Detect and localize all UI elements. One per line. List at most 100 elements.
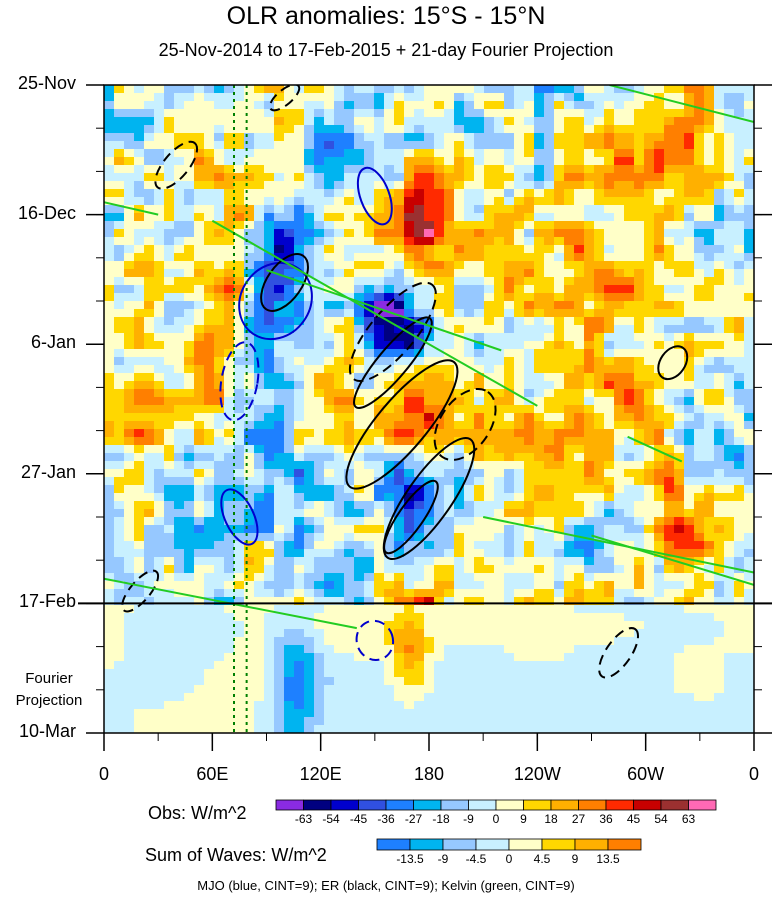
heatmap-cell bbox=[374, 477, 385, 486]
heatmap-cell bbox=[354, 157, 365, 166]
heatmap-cell bbox=[704, 485, 715, 494]
heatmap-cell bbox=[564, 373, 575, 382]
heatmap-cell bbox=[654, 165, 665, 174]
heatmap-cell bbox=[644, 613, 655, 622]
heatmap-cell bbox=[514, 485, 525, 494]
heatmap-cell bbox=[444, 309, 455, 318]
heatmap-cell bbox=[684, 349, 695, 358]
heatmap-cell bbox=[584, 621, 595, 630]
heatmap-cell bbox=[384, 365, 395, 374]
heatmap-cell bbox=[144, 605, 155, 614]
heatmap-cell bbox=[334, 101, 345, 110]
heatmap-cell bbox=[464, 405, 475, 414]
heatmap-cell bbox=[614, 365, 625, 374]
heatmap-cell bbox=[664, 477, 675, 486]
heatmap-cell bbox=[634, 205, 645, 214]
heatmap-cell bbox=[124, 229, 135, 238]
heatmap-cell bbox=[464, 325, 475, 334]
heatmap-cell bbox=[404, 461, 415, 470]
heatmap-cell bbox=[404, 685, 415, 694]
heatmap-cell bbox=[604, 541, 615, 550]
heatmap-cell bbox=[144, 325, 155, 334]
heatmap-cell bbox=[284, 189, 295, 198]
heatmap-cell bbox=[534, 293, 545, 302]
heatmap-cell bbox=[604, 341, 615, 350]
heatmap-cell bbox=[234, 181, 245, 190]
heatmap-cell bbox=[344, 429, 355, 438]
heatmap-cell bbox=[104, 477, 115, 486]
heatmap-cell bbox=[304, 589, 315, 598]
heatmap-cell bbox=[454, 629, 465, 638]
heatmap-cell bbox=[644, 141, 655, 150]
heatmap-cell bbox=[394, 685, 405, 694]
heatmap-cell bbox=[314, 565, 325, 574]
heatmap-cell bbox=[314, 693, 325, 702]
heatmap-cell bbox=[334, 85, 345, 94]
heatmap-cell bbox=[634, 341, 645, 350]
heatmap-cell bbox=[644, 341, 655, 350]
heatmap-cell bbox=[374, 253, 385, 262]
heatmap-cell bbox=[644, 93, 655, 102]
heatmap-cell bbox=[664, 645, 675, 654]
heatmap-cell bbox=[574, 205, 585, 214]
heatmap-cell bbox=[194, 221, 205, 230]
heatmap-cell bbox=[484, 253, 495, 262]
heatmap-cell bbox=[314, 605, 325, 614]
heatmap-cell bbox=[584, 405, 595, 414]
heatmap-cell bbox=[724, 653, 735, 662]
heatmap-cell bbox=[144, 309, 155, 318]
heatmap-cell bbox=[304, 341, 315, 350]
heatmap-cell bbox=[134, 277, 145, 286]
heatmap-cell bbox=[734, 301, 745, 310]
heatmap-cell bbox=[294, 301, 305, 310]
heatmap-cell bbox=[104, 101, 115, 110]
heatmap-cell bbox=[364, 453, 375, 462]
heatmap-cell bbox=[524, 645, 535, 654]
heatmap-cell bbox=[364, 325, 375, 334]
heatmap-cell bbox=[174, 173, 185, 182]
heatmap-cell bbox=[424, 453, 435, 462]
heatmap-cell bbox=[344, 485, 355, 494]
heatmap-cell bbox=[374, 669, 385, 678]
heatmap-cell bbox=[184, 437, 195, 446]
heatmap-cell bbox=[204, 301, 215, 310]
heatmap-cell bbox=[674, 453, 685, 462]
heatmap-cell bbox=[414, 581, 425, 590]
heatmap-cell bbox=[224, 693, 235, 702]
heatmap-cell bbox=[554, 285, 565, 294]
heatmap-cell bbox=[714, 349, 725, 358]
heatmap-cell bbox=[544, 501, 555, 510]
heatmap-cell bbox=[104, 181, 115, 190]
heatmap-cell bbox=[184, 229, 195, 238]
heatmap-cell bbox=[554, 621, 565, 630]
heatmap-cell bbox=[734, 165, 745, 174]
heatmap-cell bbox=[544, 669, 555, 678]
heatmap-cell bbox=[424, 261, 435, 270]
heatmap-cell bbox=[204, 437, 215, 446]
heatmap-cell bbox=[614, 173, 625, 182]
heatmap-cell bbox=[734, 621, 745, 630]
heatmap-cell bbox=[604, 533, 615, 542]
heatmap-cell bbox=[544, 173, 555, 182]
heatmap-cell bbox=[414, 541, 425, 550]
heatmap-cell bbox=[264, 309, 275, 318]
heatmap-cell bbox=[634, 445, 645, 454]
heatmap-cell bbox=[734, 261, 745, 270]
heatmap-cell bbox=[364, 341, 375, 350]
heatmap-cell bbox=[564, 469, 575, 478]
heatmap-cell bbox=[744, 85, 754, 94]
heatmap-cell bbox=[124, 493, 135, 502]
heatmap-cell bbox=[424, 597, 435, 606]
heatmap-cell bbox=[634, 149, 645, 158]
heatmap-cell bbox=[434, 677, 445, 686]
heatmap-cell bbox=[274, 165, 285, 174]
heatmap-cell bbox=[324, 589, 335, 598]
heatmap-cell bbox=[294, 309, 305, 318]
heatmap-cell bbox=[564, 381, 575, 390]
heatmap-cell bbox=[634, 453, 645, 462]
heatmap-cell bbox=[514, 613, 525, 622]
heatmap-cell bbox=[654, 669, 665, 678]
heatmap-cell bbox=[524, 669, 535, 678]
heatmap-cell bbox=[524, 501, 535, 510]
heatmap-cell bbox=[394, 381, 405, 390]
